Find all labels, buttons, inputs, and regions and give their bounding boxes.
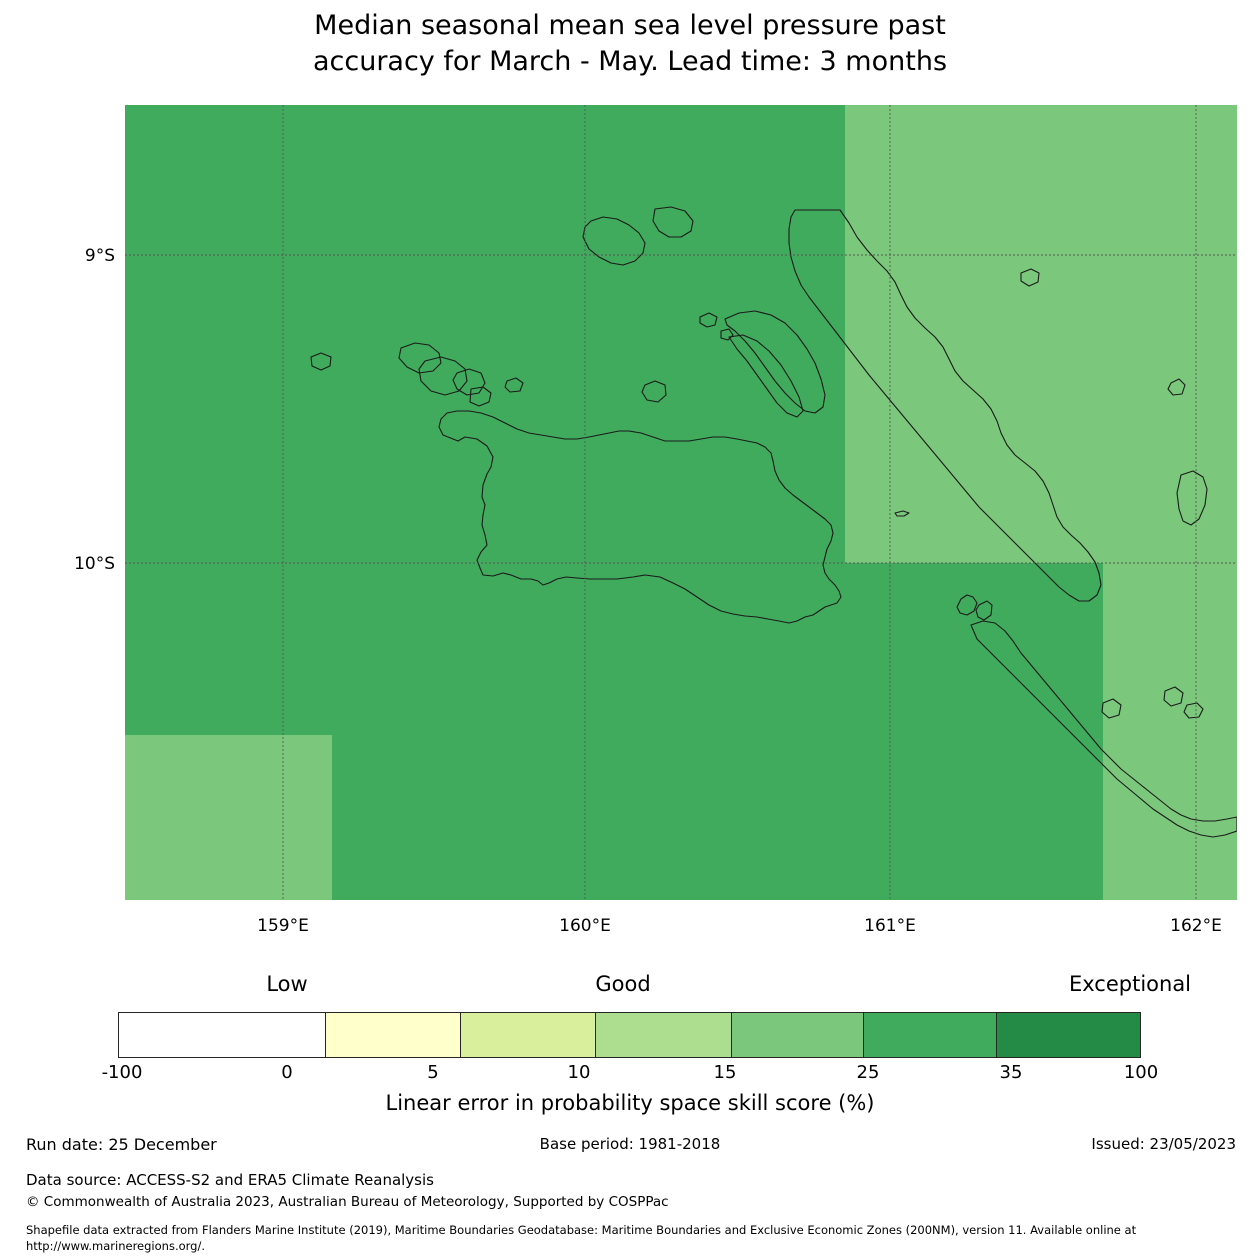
colorbar-tick-35: 35	[999, 1062, 1023, 1083]
colorbar-tick-15: 15	[713, 1062, 737, 1083]
graticule	[125, 105, 1237, 900]
footer-run-date: Run date: 25 December	[26, 1135, 217, 1154]
footer-data-source: Data source: ACCESS-S2 and ERA5 Climate …	[26, 1171, 434, 1189]
coastline-malaita-sw	[724, 310, 826, 414]
colorbar-tick-10: 10	[567, 1062, 591, 1083]
colorbar-segment-35-100	[996, 1013, 1140, 1057]
heatmap-cell	[125, 105, 845, 563]
coastline-small-n2	[720, 328, 734, 341]
colorbar-tick-neg100: -100	[101, 1062, 143, 1083]
x-tick-label-162e: 162°E	[1170, 916, 1222, 936]
coastline-russell-a	[398, 342, 442, 374]
colorbar-category-exceptional: Exceptional	[1068, 972, 1192, 996]
coastline-guadalcanal	[438, 410, 842, 624]
colorbar-segment-neg100-0	[119, 1013, 326, 1057]
x-tick-label-161e: 161°E	[864, 916, 916, 936]
footer-copyright: © Commonwealth of Australia 2023, Austra…	[26, 1194, 669, 1210]
colorbar-segment-5-10	[461, 1013, 597, 1057]
coastline-small-w2	[504, 377, 524, 393]
heatmap-cells	[125, 105, 1237, 900]
heatmap-cell	[125, 735, 332, 900]
coastline-marau	[956, 594, 978, 616]
coastlines	[310, 206, 1237, 838]
colorbar-category-good: Good	[595, 972, 651, 996]
colorbar-segment-25-35	[864, 1013, 997, 1057]
coastline-malaita	[788, 209, 1102, 602]
coastline-small-ne3	[1020, 268, 1040, 287]
coastline-small-ne2	[1167, 378, 1186, 396]
coastline-small-w3	[641, 380, 667, 403]
coastline-san-cristobal	[970, 620, 1237, 838]
footer-shapefile-note: Shapefile data extracted from Flanders M…	[26, 1223, 1137, 1253]
colorbar	[118, 1012, 1141, 1058]
coastline-malaita-mid	[728, 334, 804, 418]
heatmap-cell	[845, 105, 1237, 563]
coastline-russell-b	[418, 356, 468, 396]
y-tick-label-10s: 10°S	[74, 554, 115, 574]
footer-base-period: Base period: 1981-2018	[539, 1135, 721, 1153]
coastline-small-n1	[699, 312, 718, 328]
heatmap-cell	[1103, 563, 1237, 900]
y-tick-label-9s: 9°S	[84, 246, 115, 266]
colorbar-segment-0-5	[325, 1013, 462, 1057]
x-tick-label-159e: 159°E	[257, 916, 309, 936]
coastline-se-islet2	[1163, 686, 1184, 707]
coastline-russell-c	[452, 368, 486, 396]
coastline-nggela-2	[652, 206, 694, 238]
colorbar-tick-0: 0	[281, 1062, 293, 1083]
page-title: Median seasonal mean sea level pressure …	[312, 10, 948, 77]
colorbar-axis-label: Linear error in probability space skill …	[385, 1091, 875, 1115]
colorbar-tick-25: 25	[856, 1062, 880, 1083]
footer-issued-date: Issued: 23/05/2023	[1091, 1135, 1236, 1153]
coastline-small-w1	[310, 352, 332, 371]
colorbar-tick-5: 5	[427, 1062, 439, 1083]
colorbar-segment-10-15	[596, 1013, 732, 1057]
coastline-small-islet-1	[894, 510, 910, 517]
colorbar-segment-15-25	[731, 1013, 865, 1057]
coastline-se-islet3	[1183, 702, 1204, 719]
x-tick-label-160e: 160°E	[559, 916, 611, 936]
map-panel	[125, 105, 1237, 900]
footer: Run date: 25 December Base period: 1981-…	[0, 1135, 1260, 1161]
coastline-se-islet1	[1101, 698, 1122, 719]
coastline-russell-d	[469, 386, 492, 407]
colorbar-category-low: Low	[266, 972, 308, 996]
coastline-marau-2	[975, 600, 993, 621]
coastline-small-ne1	[1176, 470, 1208, 526]
skill-score-heatmap	[125, 105, 1237, 900]
colorbar-tick-100: 100	[1123, 1062, 1159, 1083]
